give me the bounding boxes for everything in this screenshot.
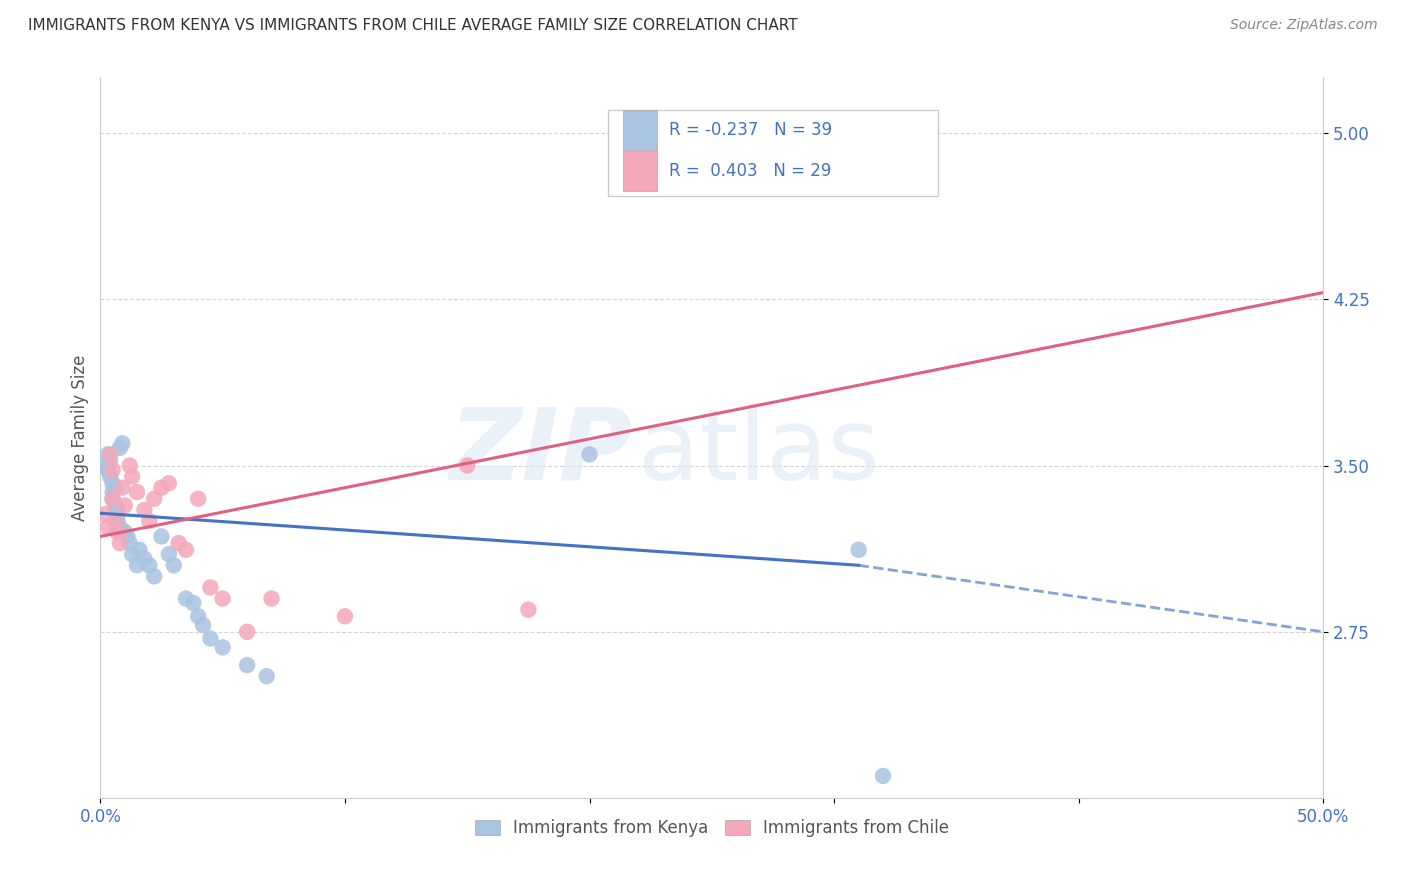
Point: [150, 529, 173, 543]
Point: [104, 481, 127, 495]
Point: [143, 491, 166, 506]
Point: [872, 769, 894, 783]
Point: [150, 481, 173, 495]
Point: [128, 542, 150, 557]
Legend: Immigrants from Kenya, Immigrants from Chile: Immigrants from Kenya, Immigrants from C…: [468, 813, 956, 844]
Point: [97, 447, 120, 461]
Y-axis label: Average Family Size: Average Family Size: [72, 355, 89, 521]
Point: [101, 463, 124, 477]
Point: [167, 536, 190, 550]
Point: [118, 536, 141, 550]
Point: [236, 658, 259, 673]
Point: [97, 463, 120, 477]
Text: atlas: atlas: [638, 404, 880, 500]
Point: [111, 481, 134, 495]
Point: [134, 503, 156, 517]
Point: [260, 591, 283, 606]
FancyBboxPatch shape: [607, 110, 938, 196]
Text: R =  0.403   N = 29: R = 0.403 N = 29: [669, 162, 831, 180]
Point: [138, 558, 160, 573]
Point: [517, 602, 540, 616]
Point: [111, 436, 134, 450]
Bar: [623, 152, 657, 191]
Point: [121, 547, 143, 561]
Point: [200, 632, 222, 646]
Point: [211, 640, 233, 655]
Point: [101, 476, 124, 491]
Point: [125, 558, 148, 573]
Point: [118, 458, 141, 473]
Point: [174, 542, 197, 557]
Point: [157, 476, 180, 491]
Point: [236, 624, 259, 639]
Point: [187, 609, 209, 624]
Point: [98, 454, 121, 468]
Point: [104, 499, 127, 513]
Point: [94, 458, 117, 473]
Text: Source: ZipAtlas.com: Source: ZipAtlas.com: [1230, 18, 1378, 32]
Point: [121, 469, 143, 483]
Point: [187, 491, 209, 506]
Point: [181, 596, 204, 610]
Point: [125, 485, 148, 500]
Point: [107, 508, 129, 522]
Point: [94, 508, 117, 522]
Point: [578, 447, 600, 461]
Point: [108, 520, 131, 534]
Bar: [623, 111, 657, 150]
Point: [107, 503, 129, 517]
Point: [101, 485, 124, 500]
Point: [108, 536, 131, 550]
Point: [456, 458, 478, 473]
Point: [200, 581, 222, 595]
Point: [114, 524, 136, 539]
Point: [114, 499, 136, 513]
Point: [848, 542, 870, 557]
Point: [107, 524, 129, 539]
Point: [138, 514, 160, 528]
Point: [101, 491, 124, 506]
Point: [143, 569, 166, 583]
Text: IMMIGRANTS FROM KENYA VS IMMIGRANTS FROM CHILE AVERAGE FAMILY SIZE CORRELATION C: IMMIGRANTS FROM KENYA VS IMMIGRANTS FROM…: [28, 18, 797, 33]
Point: [97, 520, 120, 534]
Point: [174, 591, 197, 606]
Point: [98, 447, 121, 461]
Point: [134, 551, 156, 566]
Point: [163, 558, 186, 573]
Point: [108, 441, 131, 455]
Point: [157, 547, 180, 561]
Point: [107, 514, 129, 528]
Point: [191, 618, 214, 632]
Text: R = -0.237   N = 39: R = -0.237 N = 39: [669, 121, 832, 139]
Text: ZIP: ZIP: [450, 404, 633, 500]
Point: [101, 491, 124, 506]
Point: [211, 591, 233, 606]
Point: [117, 529, 139, 543]
Point: [104, 514, 127, 528]
Point: [98, 469, 121, 483]
Point: [333, 609, 356, 624]
Point: [256, 669, 278, 683]
